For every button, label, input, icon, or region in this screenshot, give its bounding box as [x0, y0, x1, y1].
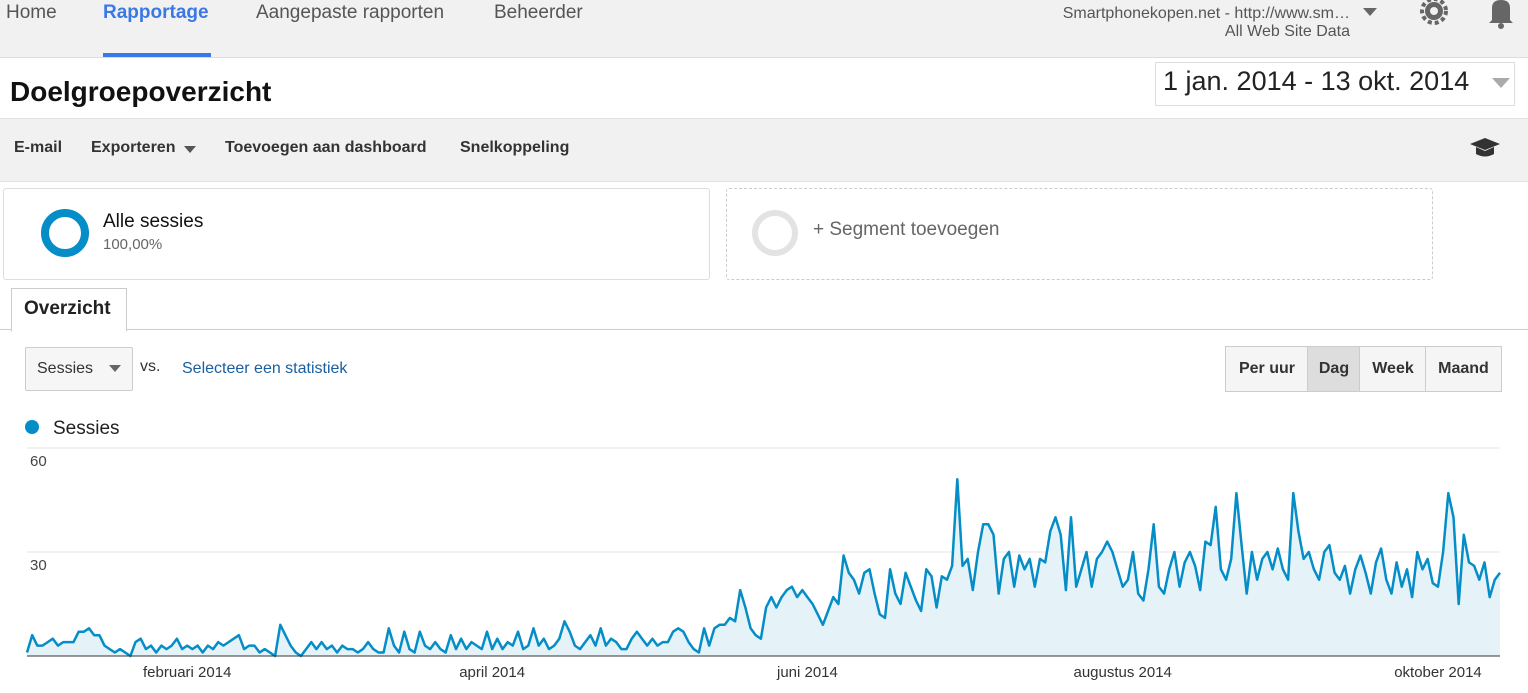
granularity-button[interactable]: Per uur — [1225, 346, 1309, 392]
toolbar-item[interactable]: E-mail — [14, 139, 63, 156]
date-dropdown[interactable] — [1490, 76, 1512, 90]
x-tick-label: juni 2014 — [776, 664, 838, 681]
area — [27, 479, 1500, 656]
legend-label: Sessies — [53, 418, 120, 439]
add-segment[interactable]: + Segment toevoegen — [813, 219, 1000, 240]
toolbar-item[interactable]: Toevoegen aan dashboard — [225, 139, 427, 156]
page-title: Doelgroepoverzicht — [10, 76, 272, 107]
account-view[interactable]: All Web Site Data — [1224, 23, 1350, 40]
date-range[interactable]: 1 jan. 2014 - 13 okt. 2014 — [1163, 66, 1470, 96]
x-tick-label: februari 2014 — [143, 664, 231, 681]
education-icon[interactable] — [1468, 136, 1502, 160]
toolbar-item[interactable]: Snelkoppeling — [460, 139, 570, 156]
segment-share: 100,00% — [103, 236, 163, 253]
granularity-button[interactable]: Maand — [1425, 346, 1502, 392]
metric-caret — [109, 365, 121, 372]
date-picker[interactable] — [1155, 62, 1515, 106]
legend-marker — [25, 420, 39, 434]
metric-label[interactable]: Sessies — [37, 360, 94, 377]
tab-line — [0, 329, 1528, 330]
nav-icons — [1363, 0, 1513, 29]
line — [25, 477, 1501, 658]
nav-active-underline — [103, 53, 211, 57]
settings-icon[interactable] — [1420, 0, 1448, 25]
x-tick-label: oktober 2014 — [1394, 664, 1482, 681]
segment-card[interactable] — [3, 188, 710, 280]
tab[interactable] — [11, 288, 127, 332]
nav-bar — [0, 0, 1528, 58]
toolbar-item[interactable]: Exporteren — [91, 139, 176, 156]
select-metric[interactable]: Selecteer een statistiek — [182, 360, 348, 377]
account-property[interactable]: Smartphonekopen.net - http://www.sm… — [1062, 5, 1350, 22]
notification-icon[interactable] — [1489, 0, 1513, 29]
tab-label[interactable]: Overzicht — [24, 298, 111, 319]
granularity-button[interactable]: Week — [1359, 346, 1427, 392]
toolbar — [0, 118, 1528, 182]
chart: Sessies 30 60 februari 2014 april 2014 juni 2… — [25, 418, 1501, 681]
add-segment-donut — [752, 210, 798, 256]
segment-donut — [41, 209, 89, 257]
x-tick-label: augustus 2014 — [1073, 664, 1171, 681]
x-tick-label: april 2014 — [459, 664, 525, 681]
segment-name: Alle sessies — [103, 211, 204, 232]
nav-item[interactable]: Home — [6, 2, 57, 23]
y-tick-label: 30 — [30, 557, 47, 574]
nav-item[interactable]: Beheerder — [494, 2, 583, 23]
y-tick-label: 60 — [30, 453, 47, 470]
export-caret — [184, 146, 196, 153]
vs-label: vs. — [140, 358, 161, 375]
add-segment-card[interactable] — [726, 188, 1433, 280]
nav-item[interactable]: Aangepaste rapporten — [256, 2, 445, 23]
nav-item[interactable]: Rapportage — [103, 2, 209, 23]
account-dropdown[interactable] — [1363, 8, 1377, 16]
granularity-button-active[interactable]: Dag — [1307, 346, 1361, 392]
